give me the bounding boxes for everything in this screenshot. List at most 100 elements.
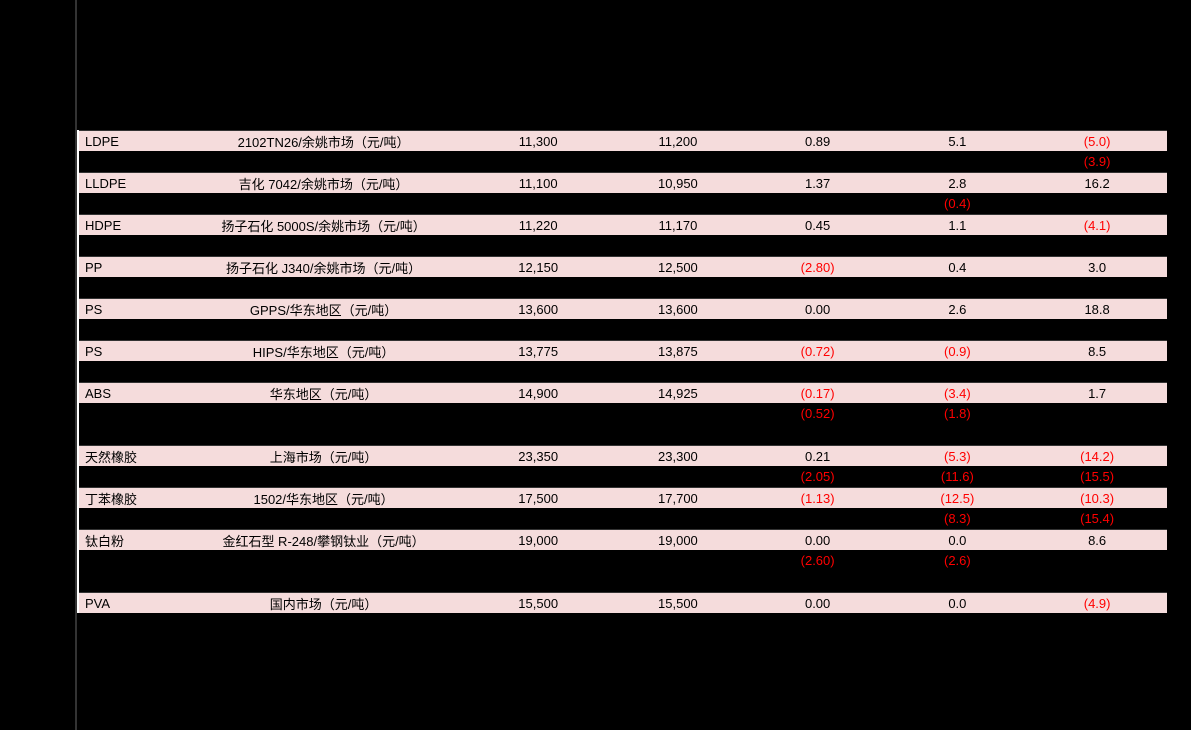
table-cell: (2.05) [748, 469, 888, 484]
table-cell: (0.52) [748, 406, 888, 421]
table-cell: (2.60) [748, 553, 888, 568]
table-cell: ABS [79, 386, 179, 401]
table-cell: (0.4) [888, 196, 1028, 211]
table-row: (2.60)(2.6) [79, 550, 1167, 571]
table-cell: 8.5 [1027, 344, 1167, 359]
table-row: 天然橡胶上海市场（元/吨）23,35023,3000.21(5.3)(14.2) [79, 445, 1167, 466]
table-row: LLDPE吉化 7042/余姚市场（元/吨）11,10010,9501.372.… [79, 172, 1167, 193]
table-cell: (12.5) [888, 491, 1028, 506]
table-cell: (14.2) [1027, 449, 1167, 464]
table-cell: 钛白粉 [79, 531, 179, 550]
table-cell: (15.5) [1027, 469, 1167, 484]
table-cell: (8.3) [888, 511, 1028, 526]
table-cell: (0.9) [888, 344, 1028, 359]
table-cell: HDPE [79, 218, 179, 233]
table-row [79, 277, 1167, 298]
table-row [79, 424, 1167, 445]
table-cell: 13,775 [468, 344, 608, 359]
table-cell: 0.0 [888, 596, 1028, 611]
table-row: PSGPPS/华东地区（元/吨）13,60013,6000.002.618.8 [79, 298, 1167, 319]
table-cell: 3.0 [1027, 260, 1167, 275]
table-cell: 10,950 [608, 176, 748, 191]
table-cell: 13,600 [468, 302, 608, 317]
table-cell: 11,170 [608, 218, 748, 233]
table-cell: PS [79, 302, 179, 317]
table-cell: 11,100 [468, 176, 608, 191]
table-cell: (2.6) [888, 553, 1028, 568]
table-cell: 13,600 [608, 302, 748, 317]
table-row: PVA国内市场（元/吨）15,50015,5000.000.0(4.9) [79, 592, 1167, 613]
table-row: (2.05)(11.6)(15.5) [79, 466, 1167, 487]
table-row: (0.52)(1.8) [79, 403, 1167, 424]
table-cell: 2102TN26/余姚市场（元/吨） [179, 132, 468, 151]
table-cell: LDPE [79, 134, 179, 149]
table-cell: (0.72) [748, 344, 888, 359]
table-cell: 14,900 [468, 386, 608, 401]
table-cell: (4.1) [1027, 218, 1167, 233]
table-cell: PP [79, 260, 179, 275]
table-cell: 0.21 [748, 449, 888, 464]
table-cell: (1.13) [748, 491, 888, 506]
table-row: PSHIPS/华东地区（元/吨）13,77513,875(0.72)(0.9)8… [79, 340, 1167, 361]
table-cell: (0.17) [748, 386, 888, 401]
table-cell: 1.7 [1027, 386, 1167, 401]
table-cell: 13,875 [608, 344, 748, 359]
table-cell: (15.4) [1027, 511, 1167, 526]
table-cell: 1502/华东地区（元/吨） [179, 489, 468, 508]
table-cell: 吉化 7042/余姚市场（元/吨） [179, 174, 468, 193]
table-cell: 0.0 [888, 533, 1028, 548]
table-cell: 19,000 [468, 533, 608, 548]
table-row: (8.3)(15.4) [79, 508, 1167, 529]
table-cell: 23,350 [468, 449, 608, 464]
table-row: LDPE2102TN26/余姚市场（元/吨）11,30011,2000.895.… [79, 130, 1167, 151]
table-cell: 8.6 [1027, 533, 1167, 548]
table-cell: 1.1 [888, 218, 1028, 233]
table-row: 丁苯橡胶1502/华东地区（元/吨）17,50017,700(1.13)(12.… [79, 487, 1167, 508]
table-cell: 丁苯橡胶 [79, 489, 179, 508]
table-row: ABS华东地区（元/吨）14,90014,925(0.17)(3.4)1.7 [79, 382, 1167, 403]
table-cell: 2.6 [888, 302, 1028, 317]
table-cell: 17,500 [468, 491, 608, 506]
table-row [79, 235, 1167, 256]
table-cell: 扬子石化 5000S/余姚市场（元/吨） [179, 216, 468, 235]
table-cell: 15,500 [468, 596, 608, 611]
data-table: LDPE2102TN26/余姚市场（元/吨）11,30011,2000.895.… [77, 130, 1167, 613]
table-cell: 0.00 [748, 533, 888, 548]
table-cell: (4.9) [1027, 596, 1167, 611]
table-cell: (5.3) [888, 449, 1028, 464]
table-row: PP扬子石化 J340/余姚市场（元/吨）12,15012,500(2.80)0… [79, 256, 1167, 277]
table-cell: PS [79, 344, 179, 359]
table-cell: 上海市场（元/吨） [179, 447, 468, 466]
table-cell: HIPS/华东地区（元/吨） [179, 342, 468, 361]
table-cell: GPPS/华东地区（元/吨） [179, 300, 468, 319]
table-cell: (3.4) [888, 386, 1028, 401]
table-cell: 15,500 [608, 596, 748, 611]
table-cell: (10.3) [1027, 491, 1167, 506]
table-cell: 华东地区（元/吨） [179, 384, 468, 403]
table-cell: 14,925 [608, 386, 748, 401]
table-cell: 1.37 [748, 176, 888, 191]
table-cell: 扬子石化 J340/余姚市场（元/吨） [179, 258, 468, 277]
table-cell: (1.8) [888, 406, 1028, 421]
table-cell: (3.9) [1027, 154, 1167, 169]
table-row: (3.9) [79, 151, 1167, 172]
table-cell: (11.6) [888, 469, 1028, 484]
table-cell: 2.8 [888, 176, 1028, 191]
table-cell: 0.00 [748, 596, 888, 611]
table-row: (0.4) [79, 193, 1167, 214]
table-cell: 5.1 [888, 134, 1028, 149]
table-row: 钛白粉金红石型 R-248/攀钢钛业（元/吨）19,00019,0000.000… [79, 529, 1167, 550]
table-cell: 0.45 [748, 218, 888, 233]
table-row [79, 361, 1167, 382]
table-cell: 23,300 [608, 449, 748, 464]
table-cell: 12,150 [468, 260, 608, 275]
table-cell: 19,000 [608, 533, 748, 548]
table-cell: 16.2 [1027, 176, 1167, 191]
table-cell: 18.8 [1027, 302, 1167, 317]
table-cell: 0.00 [748, 302, 888, 317]
table-row [79, 571, 1167, 592]
table-row [79, 319, 1167, 340]
table-cell: (2.80) [748, 260, 888, 275]
table-cell: 国内市场（元/吨） [179, 594, 468, 613]
table-cell: 11,200 [608, 134, 748, 149]
